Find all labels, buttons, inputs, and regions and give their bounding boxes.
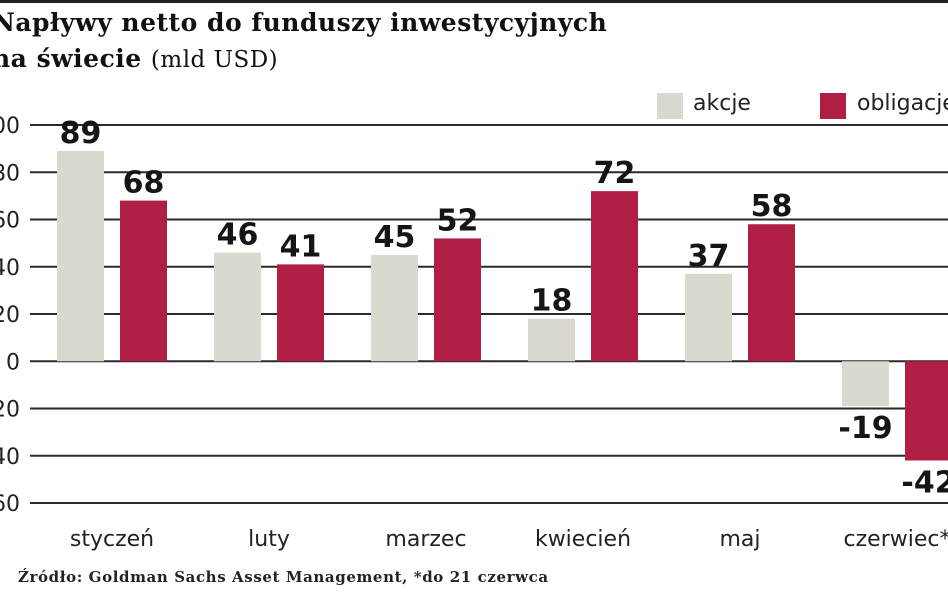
x-category-label: czerwiec* xyxy=(844,527,948,552)
x-category-label: luty xyxy=(248,527,290,552)
bar-akcje xyxy=(528,318,575,362)
x-category-label: kwiecień xyxy=(535,527,631,552)
y-tick-label: -40 xyxy=(0,445,20,470)
bar-akcje xyxy=(371,254,418,362)
chart-unit: (mld USD) xyxy=(150,47,279,73)
x-category-label: maj xyxy=(719,527,760,552)
bar-akcje xyxy=(685,273,732,362)
data-label-obligacje: 68 xyxy=(123,166,165,201)
data-label-obligacje: 72 xyxy=(594,156,636,191)
chart-title-line2: na świecie (mld USD) xyxy=(0,44,279,73)
legend-label-obligacje: obligacje xyxy=(857,91,948,116)
data-label-akcje: 45 xyxy=(374,220,416,255)
bar-obligacje xyxy=(591,191,638,362)
bar-obligacje xyxy=(277,264,324,362)
y-tick-label: 80 xyxy=(0,161,20,186)
bar-obligacje xyxy=(748,224,795,362)
y-tick-label: 60 xyxy=(0,209,20,234)
bar-obligacje xyxy=(434,238,481,362)
chart-title: Napływy netto do funduszy inwestycyjnych xyxy=(0,8,608,37)
y-tick-label: 40 xyxy=(0,256,20,281)
data-label-akcje: -19 xyxy=(838,411,892,446)
bar-obligacje xyxy=(120,200,167,362)
data-label-akcje: 89 xyxy=(60,116,102,151)
y-tick-label: -20 xyxy=(0,398,20,423)
bar-obligacje xyxy=(905,361,948,461)
y-tick-label: 100 xyxy=(0,114,20,139)
data-label-akcje: 46 xyxy=(217,218,259,253)
source-note: Źródło: Goldman Sachs Asset Management, … xyxy=(18,568,549,586)
bar-akcje xyxy=(842,361,889,407)
data-label-akcje: 37 xyxy=(688,239,730,274)
legend-swatch-obligacje xyxy=(820,93,846,119)
legend-label-akcje: akcje xyxy=(693,91,751,116)
y-tick-label: 20 xyxy=(0,303,20,328)
x-category-label: styczeń xyxy=(70,527,154,552)
legend-swatch-akcje xyxy=(657,93,683,119)
data-label-obligacje: 41 xyxy=(280,229,322,264)
data-label-obligacje: 58 xyxy=(751,189,793,224)
data-label-obligacje: 52 xyxy=(437,203,479,238)
y-tick-label: -60 xyxy=(0,492,20,517)
data-label-obligacje: -42 xyxy=(901,465,948,500)
x-category-label: marzec xyxy=(385,527,466,552)
bar-akcje xyxy=(214,252,261,362)
top-rule xyxy=(0,0,948,3)
data-label-akcje: 18 xyxy=(531,284,573,319)
bar-akcje xyxy=(57,150,104,362)
y-tick-label: 0 xyxy=(6,350,20,375)
